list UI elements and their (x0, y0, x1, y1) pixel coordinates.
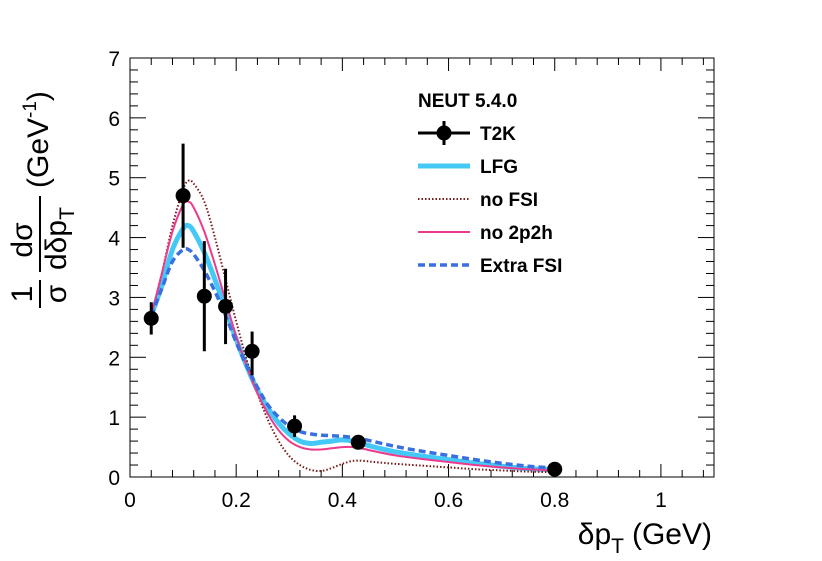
data-point (196, 288, 212, 304)
x-tick-label: 0.6 (434, 489, 463, 512)
legend-label: Extra FSI (480, 256, 562, 277)
y-tick-label: 4 (108, 228, 120, 251)
y-axis-unit: (GeV-1) (20, 91, 55, 188)
y-tick-label: 6 (108, 108, 120, 131)
y-tick-label: 7 (108, 48, 120, 71)
x-tick-label: 0.4 (328, 489, 358, 512)
legend-label: T2K (480, 124, 516, 145)
data-point (218, 298, 234, 314)
legend: NEUT 5.4.0 T2K LFG no FSI no 2p2h Extra FSI (418, 91, 562, 277)
ticks-layer: 0 0.2 0.4 0.6 0.8 1 0 1 2 3 4 5 6 7 (108, 48, 714, 512)
y-axis-unit-close: ) (22, 91, 55, 101)
x-axis-title-main: δp (578, 518, 611, 551)
y-tick-label: 1 (108, 407, 120, 430)
series-line-lfg (148, 222, 555, 473)
y-tick-label: 3 (108, 287, 120, 310)
data-point (287, 418, 303, 434)
x-tick-label: 0.2 (222, 489, 251, 512)
y-tick-label: 0 (108, 467, 120, 490)
x-axis-title-unit: (GeV) (632, 518, 712, 551)
x-tick-label: 1 (655, 489, 667, 512)
data-points-layer (143, 143, 563, 477)
series-line-no-2p2h (150, 200, 555, 472)
legend-swatch-marker (436, 125, 452, 141)
data-point (244, 343, 260, 359)
plot-frame (129, 57, 715, 478)
y-tick-label: 2 (108, 347, 120, 370)
legend-title: NEUT 5.4.0 (418, 91, 517, 112)
y-tick-label: 5 (108, 168, 120, 191)
y-axis-title: 1 σ dσ dδpT (GeV-1) (6, 91, 79, 308)
data-point (175, 188, 191, 204)
y-axis-frac2-den-main: dδp (40, 220, 73, 270)
series-line-no-fsi (150, 179, 555, 474)
y-axis-frac2-den-sub: T (56, 207, 79, 220)
data-point (547, 461, 563, 477)
legend-label: no 2p2h (480, 223, 553, 244)
data-point (350, 434, 366, 450)
y-axis-unit-sup: -1 (20, 101, 41, 118)
x-axis-title-sub: T (611, 535, 624, 558)
x-axis-title: δpT (GeV) (578, 518, 712, 558)
legend-label: LFG (480, 157, 518, 178)
y-axis-unit-open: (GeV (22, 118, 55, 188)
y-axis-frac2-num: dσ (6, 222, 39, 258)
y-axis-frac1-den: σ (40, 284, 73, 303)
series-line-extra-fsi (149, 246, 555, 470)
plot-frame-layer (129, 57, 715, 478)
x-tick-label: 0 (124, 489, 136, 512)
y-axis-frac2-den: dδpT (40, 207, 79, 270)
data-point (143, 310, 159, 326)
x-tick-label: 0.8 (540, 489, 569, 512)
y-axis-frac1-num: 1 (6, 286, 39, 303)
legend-label: no FSI (480, 190, 538, 211)
